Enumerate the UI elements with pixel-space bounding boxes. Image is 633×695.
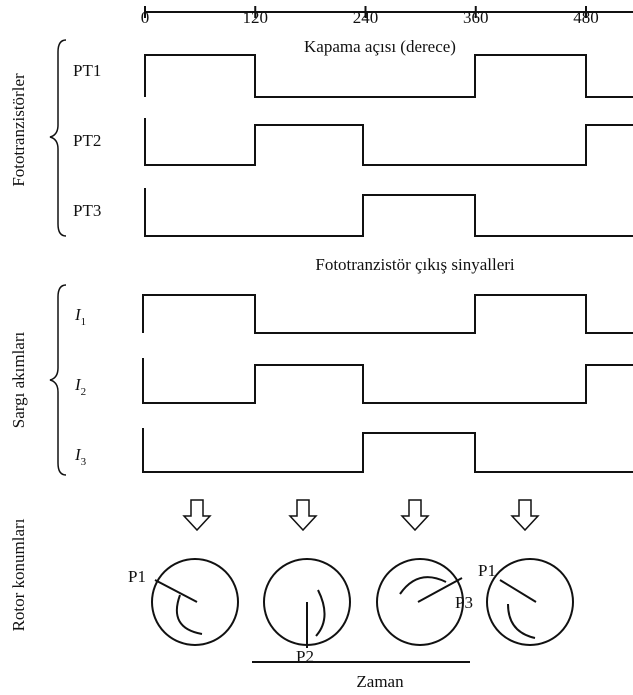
subscript: 2 — [81, 386, 87, 398]
rotor-marker: P2 — [296, 647, 314, 666]
waveform — [143, 295, 633, 333]
current-labels: I1 I2 I3 — [74, 305, 87, 468]
rotors — [152, 559, 573, 648]
axis-label: Kapama açısı (derece) — [304, 37, 456, 56]
waveform — [143, 428, 633, 472]
tick-label: 120 — [243, 8, 269, 27]
brace — [50, 285, 66, 475]
group-label: Sargı akımları — [9, 331, 28, 428]
row-label: PT2 — [73, 131, 101, 150]
waveform — [143, 358, 633, 403]
rotor-marker: P1 — [478, 561, 496, 580]
tick-label: 360 — [463, 8, 489, 27]
caption: Fototranzistör çıkış sinyalleri — [315, 255, 515, 274]
row-label: I3 — [74, 445, 87, 468]
time-label: Zaman — [356, 672, 404, 691]
waveform — [145, 55, 633, 97]
row-label: PT3 — [73, 201, 101, 220]
rotor-marker: P3 — [455, 593, 473, 612]
group-label: Rotor konumları — [9, 518, 28, 631]
row-label: I1 — [74, 305, 86, 328]
row-label: I2 — [74, 375, 86, 398]
group-label: Fototranzistörler — [9, 73, 28, 187]
subscript: 3 — [81, 456, 87, 468]
tick-label: 0 — [141, 8, 150, 27]
arrows — [184, 500, 538, 530]
subscript: 1 — [81, 316, 87, 328]
brace — [50, 40, 66, 236]
rotor-marker: P1 — [128, 567, 146, 586]
tick-label: 480 — [573, 8, 599, 27]
tick-label: 240 — [353, 8, 379, 27]
diagram: 0 120 240 360 480 Kapama açısı (derece) Foto… — [0, 0, 633, 695]
row-label: PT1 — [73, 61, 101, 80]
waveform — [145, 188, 633, 236]
axis-ticks: 0 120 240 360 480 — [141, 6, 599, 27]
waveform — [145, 118, 633, 165]
